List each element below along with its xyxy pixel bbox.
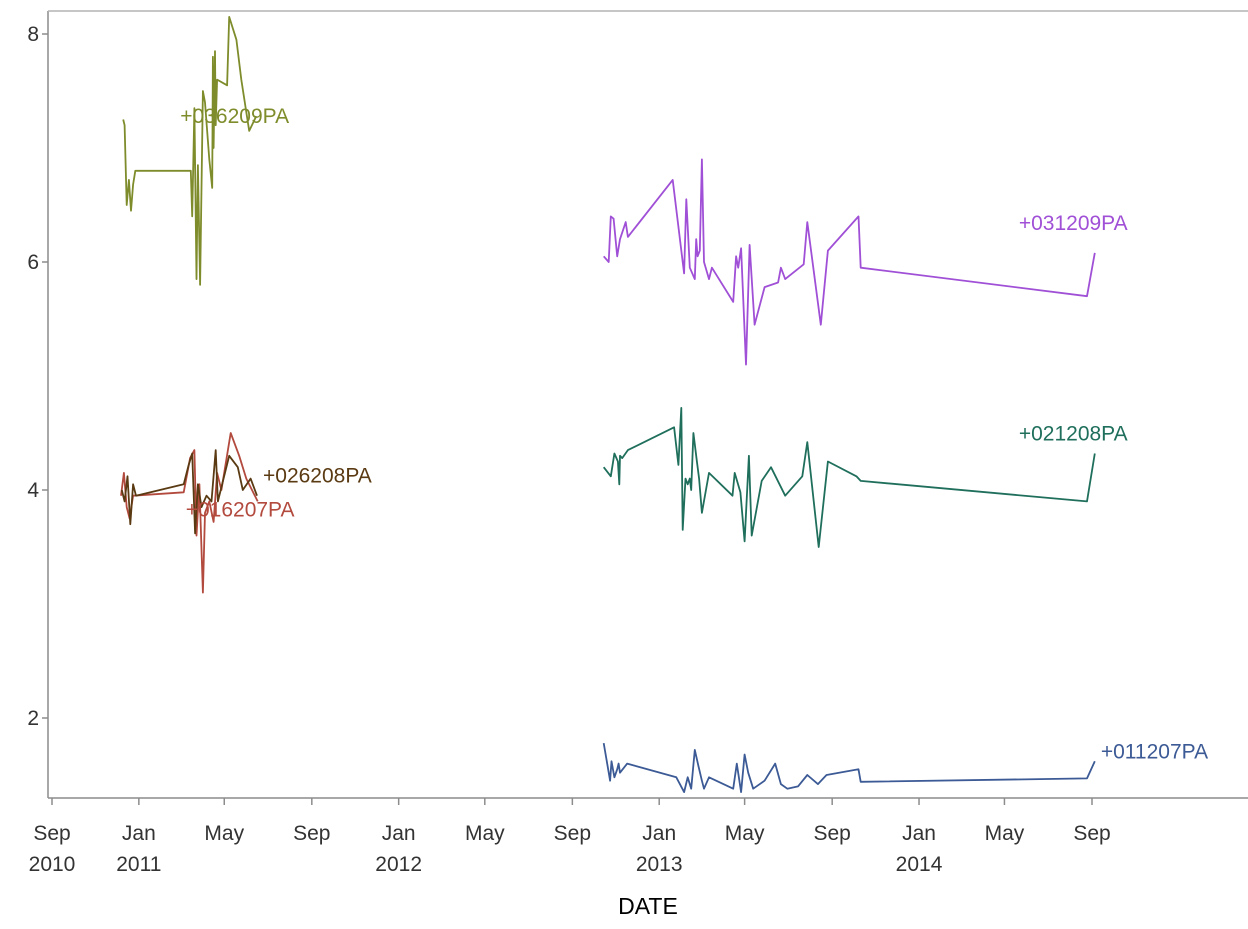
series-label-layer: +036209PA +016207PA +026208PA +031209PA +021… [180,105,1208,763]
x-tick-label-month: May [465,822,505,845]
x-tick-label-month: May [725,822,765,845]
x-tick-label-month: Jan [122,822,156,845]
x-tick-label-year: 2013 [636,853,683,876]
x-tick-label-year: 2011 [116,853,161,876]
series-line [603,158,1096,366]
y-axis: 2 4 6 8 [27,23,48,730]
series-line [120,449,258,535]
series-layer [120,15,1096,793]
y-tick-label: 6 [27,251,39,274]
series-line [122,15,258,286]
y-tick-label: 8 [27,23,39,46]
x-tick-label-year: 2010 [29,853,76,876]
series-line [602,742,1096,793]
x-tick-label-month: Sep [293,822,330,845]
x-tick-label-year: 2014 [896,853,943,876]
x-tick-label-month: Jan [642,822,676,845]
x-tick-label-month: Sep [1073,822,1110,845]
x-tick-label-month: Sep [813,822,850,845]
x-tick-label-month: Jan [382,822,416,845]
y-tick-label: 4 [27,479,39,502]
x-tick-label-month: Sep [33,822,70,845]
series-line [602,406,1096,548]
series-label: +011207PA [1101,740,1208,763]
series-label: +021208PA [1019,423,1128,446]
series-label: +016207PA [186,498,295,521]
series-label: +031209PA [1019,212,1128,235]
series-label: +026208PA [263,465,372,488]
y-tick-label: 2 [27,707,39,730]
x-axis: Sep 2010 Jan 2011 May Sep Jan 2012 May Sep Jan 2013… [29,798,1111,876]
x-tick-label-month: Jan [902,822,936,845]
series-label: +036209PA [180,105,289,128]
plot-frame [47,10,1248,799]
x-axis-title: DATE [618,893,678,919]
x-tick-label-month: Sep [554,822,591,845]
x-tick-label-month: May [985,822,1025,845]
x-tick-label-month: May [204,822,244,845]
x-tick-label-year: 2012 [375,853,422,876]
